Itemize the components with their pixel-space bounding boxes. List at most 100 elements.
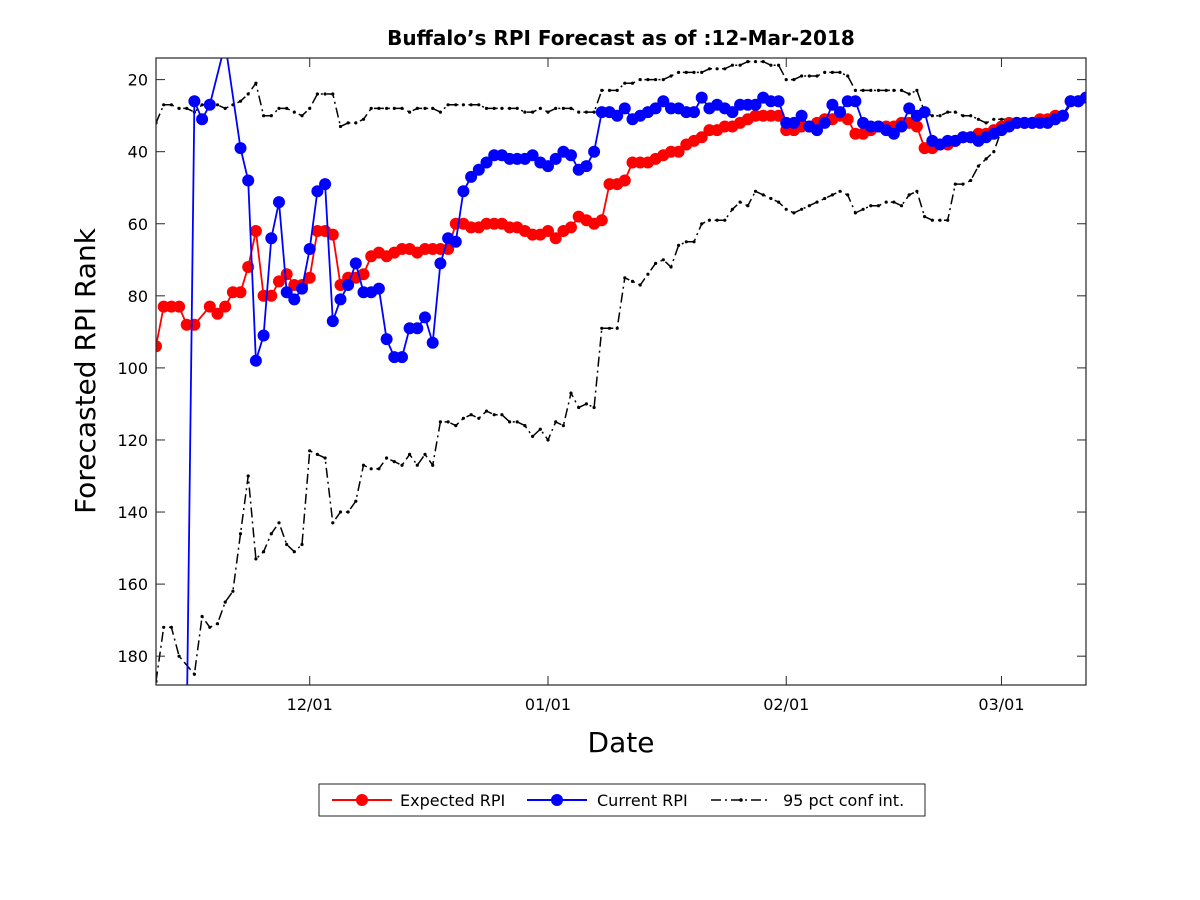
current-point bbox=[834, 106, 846, 119]
ci-point bbox=[446, 420, 450, 424]
ci-point bbox=[285, 106, 289, 110]
ci-point bbox=[984, 121, 988, 125]
ci-point bbox=[538, 427, 542, 431]
ci-point bbox=[784, 78, 788, 82]
expected-point bbox=[618, 174, 631, 187]
expected-point bbox=[357, 268, 370, 281]
current-point bbox=[549, 152, 562, 165]
ci-point bbox=[815, 74, 819, 78]
ci-point bbox=[515, 106, 519, 110]
ci-point bbox=[899, 204, 904, 208]
ci-point bbox=[346, 510, 350, 514]
ci-point bbox=[369, 467, 373, 471]
ci-point bbox=[423, 452, 427, 456]
current-point bbox=[826, 98, 839, 111]
ci-point bbox=[661, 78, 665, 82]
ci-point bbox=[969, 178, 973, 183]
axes-box bbox=[155, 57, 1087, 686]
expected-point bbox=[672, 145, 685, 158]
ci-point bbox=[592, 405, 596, 410]
current-point bbox=[811, 124, 823, 137]
current-point bbox=[887, 127, 900, 140]
current-point bbox=[588, 145, 601, 158]
ci-point bbox=[753, 189, 758, 193]
current-point bbox=[449, 235, 462, 248]
ci-point bbox=[400, 106, 404, 110]
y-tick-label: 80 bbox=[128, 287, 148, 306]
ci-point bbox=[738, 200, 742, 204]
ci-point bbox=[976, 164, 981, 168]
ci-point bbox=[192, 672, 196, 676]
ci-point bbox=[338, 510, 343, 514]
ci-point bbox=[630, 279, 635, 283]
ci-point bbox=[615, 88, 619, 92]
current-point bbox=[296, 282, 308, 295]
expected-point bbox=[273, 275, 285, 288]
ci-point bbox=[730, 63, 735, 67]
ci-point bbox=[323, 456, 327, 460]
ci-point bbox=[707, 67, 712, 71]
ci-point bbox=[677, 243, 681, 247]
ci-point bbox=[769, 63, 773, 67]
x-tick-label: 01/01 bbox=[525, 695, 571, 714]
current-point bbox=[688, 106, 700, 119]
ci-point bbox=[354, 499, 358, 503]
ci-point bbox=[177, 654, 181, 658]
ci-point bbox=[369, 106, 373, 110]
ci-point bbox=[876, 88, 881, 92]
ci-lower-bound bbox=[156, 96, 1086, 683]
current-point bbox=[342, 279, 355, 291]
ci-point bbox=[930, 114, 934, 118]
ci-point bbox=[607, 88, 612, 92]
current-point bbox=[257, 329, 270, 342]
ci-point bbox=[654, 261, 658, 265]
ci-point bbox=[884, 200, 888, 204]
ci-point bbox=[623, 276, 627, 280]
y-tick-label: 180 bbox=[117, 647, 148, 666]
current-point bbox=[288, 293, 301, 306]
ci-point bbox=[231, 589, 235, 593]
ci-point bbox=[861, 207, 865, 211]
current-point bbox=[649, 102, 662, 115]
ci-point bbox=[308, 449, 312, 453]
ci-point bbox=[361, 463, 366, 467]
ci-point bbox=[823, 196, 827, 201]
ci-point bbox=[961, 114, 965, 118]
ci-point bbox=[408, 452, 412, 456]
ci-point bbox=[700, 222, 704, 226]
ci-point bbox=[846, 74, 850, 78]
ci-point bbox=[800, 207, 804, 211]
ci-point bbox=[246, 474, 250, 478]
series-layer bbox=[156, 58, 1086, 685]
ci-point bbox=[531, 110, 535, 114]
ci-point bbox=[746, 60, 750, 64]
ci-point bbox=[677, 70, 681, 74]
ci-point bbox=[961, 182, 965, 186]
current-point bbox=[326, 315, 339, 328]
x-axis: 12/01 01/01 02/01 03/01 bbox=[287, 58, 1025, 714]
ci-point bbox=[408, 110, 412, 114]
current-point bbox=[303, 243, 316, 255]
ci-point bbox=[500, 106, 504, 110]
current-point bbox=[419, 311, 431, 324]
current-point bbox=[242, 174, 255, 187]
legend-label-confidence: 95 pct conf int. bbox=[783, 791, 904, 810]
current-point bbox=[726, 106, 739, 119]
ci-point bbox=[884, 88, 888, 92]
current-point bbox=[749, 98, 762, 111]
current-point bbox=[918, 106, 931, 119]
ci-point bbox=[277, 106, 281, 110]
ci-point bbox=[784, 207, 788, 211]
ci-point bbox=[323, 92, 327, 96]
ci-point bbox=[715, 67, 719, 71]
ci-point bbox=[638, 78, 642, 82]
ci-point bbox=[254, 557, 258, 561]
ci-point bbox=[738, 63, 742, 67]
x-tick-label: 02/01 bbox=[763, 695, 809, 714]
ci-point bbox=[262, 550, 266, 554]
current-point bbox=[380, 333, 393, 346]
ci-point bbox=[461, 416, 465, 420]
ci-point bbox=[354, 121, 358, 125]
ci-point bbox=[830, 193, 835, 197]
